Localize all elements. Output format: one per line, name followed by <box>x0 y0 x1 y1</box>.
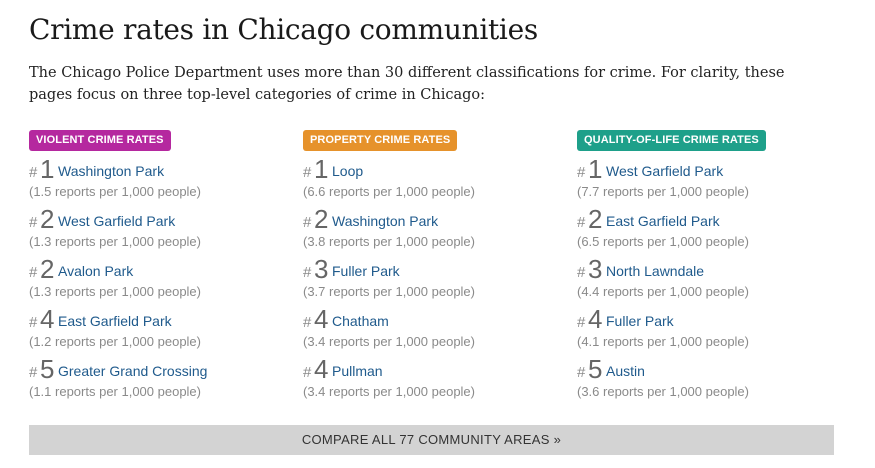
community-link[interactable]: Chatham <box>332 313 389 329</box>
community-link[interactable]: Washington Park <box>58 163 165 179</box>
rank-number: 5 <box>40 354 55 384</box>
rate-text: (3.6 reports per 1,000 people) <box>577 384 749 399</box>
rank-number: 2 <box>40 254 55 284</box>
rate-text: (7.7 reports per 1,000 people) <box>577 184 749 199</box>
rate-text: (4.1 reports per 1,000 people) <box>577 334 749 349</box>
rank-hash: # <box>577 364 586 381</box>
page-title: Crime rates in Chicago communities <box>29 13 538 46</box>
rank-hash: # <box>29 164 38 181</box>
rank-hash: # <box>303 164 312 181</box>
community-link[interactable]: Pullman <box>332 363 383 379</box>
rank-hash: # <box>29 364 38 381</box>
violent-crime-column: VIOLENT CRIME RATES # 1 Washington Park … <box>29 130 299 399</box>
rank-hash: # <box>303 214 312 231</box>
community-link[interactable]: East Garfield Park <box>606 213 720 229</box>
community-link[interactable]: Washington Park <box>332 213 439 229</box>
rate-text: (3.8 reports per 1,000 people) <box>303 234 475 249</box>
rank-number: 2 <box>588 204 603 234</box>
rank-number: 1 <box>588 154 603 184</box>
community-link[interactable]: West Garfield Park <box>606 163 724 179</box>
rate-text: (1.1 reports per 1,000 people) <box>29 384 201 399</box>
rank-number: 4 <box>588 304 603 334</box>
rank-hash: # <box>303 314 312 331</box>
rank-hash: # <box>577 314 586 331</box>
violent-crime-badge: VIOLENT CRIME RATES <box>29 130 171 151</box>
rate-text: (6.5 reports per 1,000 people) <box>577 234 749 249</box>
community-link[interactable]: Fuller Park <box>332 263 400 279</box>
community-link[interactable]: Fuller Park <box>606 313 674 329</box>
rate-text: (1.3 reports per 1,000 people) <box>29 284 201 299</box>
rank-number: 3 <box>314 254 329 284</box>
community-link[interactable]: East Garfield Park <box>58 313 172 329</box>
rank-number: 2 <box>40 204 55 234</box>
quality-of-life-crime-column: QUALITY-OF-LIFE CRIME RATES # 1 West Gar… <box>577 130 847 399</box>
property-crime-badge: PROPERTY CRIME RATES <box>303 130 458 151</box>
rank-number: 3 <box>588 254 603 284</box>
rank-number: 4 <box>314 304 329 334</box>
rate-text: (3.7 reports per 1,000 people) <box>303 284 475 299</box>
rank-hash: # <box>303 364 312 381</box>
rank-hash: # <box>29 264 38 281</box>
rank-hash: # <box>303 264 312 281</box>
community-link[interactable]: Avalon Park <box>58 263 134 279</box>
intro-text: The Chicago Police Department uses more … <box>29 65 785 103</box>
property-crime-column: PROPERTY CRIME RATES # 1 Loop (6.6 repor… <box>303 130 573 399</box>
rate-text: (3.4 reports per 1,000 people) <box>303 334 475 349</box>
rate-text: (3.4 reports per 1,000 people) <box>303 384 475 399</box>
rate-text: (1.5 reports per 1,000 people) <box>29 184 201 199</box>
compare-all-button[interactable]: COMPARE ALL 77 COMMUNITY AREAS » <box>29 425 834 455</box>
rank-number: 5 <box>588 354 603 384</box>
community-link[interactable]: Austin <box>606 363 645 379</box>
rank-hash: # <box>29 214 38 231</box>
rank-hash: # <box>29 314 38 331</box>
rank-number: 4 <box>314 354 329 384</box>
rank-number: 1 <box>314 154 329 184</box>
rate-text: (1.3 reports per 1,000 people) <box>29 234 201 249</box>
community-link[interactable]: Loop <box>332 163 364 179</box>
rate-text: (6.6 reports per 1,000 people) <box>303 184 475 199</box>
rank-number: 2 <box>314 204 329 234</box>
rank-number: 1 <box>40 154 55 184</box>
rank-hash: # <box>577 164 586 181</box>
rank-hash: # <box>577 214 586 231</box>
rank-number: 4 <box>40 304 55 334</box>
community-link[interactable]: Greater Grand Crossing <box>58 363 208 379</box>
rank-hash: # <box>577 264 586 281</box>
rate-text: (1.2 reports per 1,000 people) <box>29 334 201 349</box>
rate-text: (4.4 reports per 1,000 people) <box>577 284 749 299</box>
quality-of-life-crime-badge: QUALITY-OF-LIFE CRIME RATES <box>577 130 766 151</box>
community-link[interactable]: West Garfield Park <box>58 213 176 229</box>
community-link[interactable]: North Lawndale <box>606 263 705 279</box>
